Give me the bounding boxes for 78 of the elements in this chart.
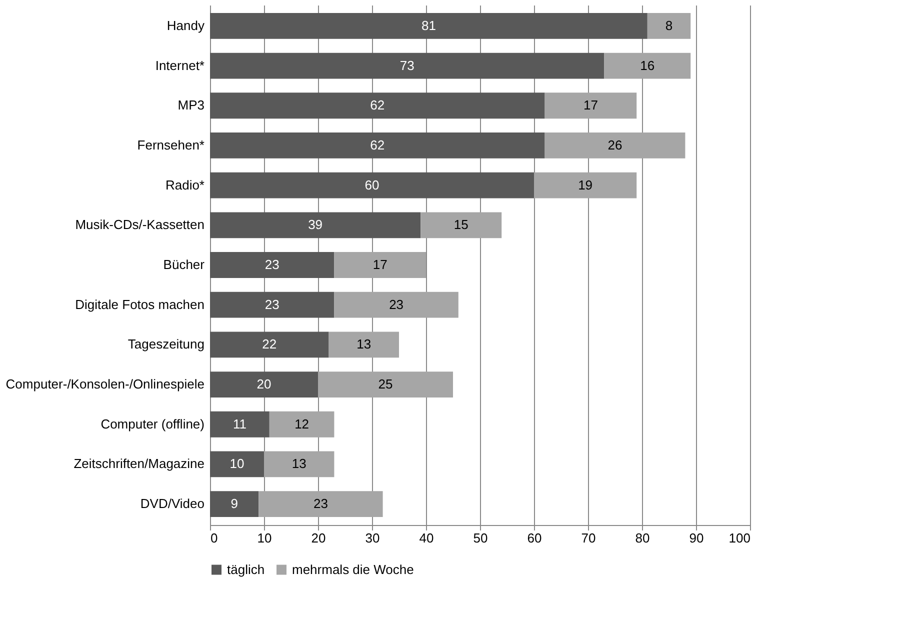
bar (210, 411, 270, 438)
x-tick-label: 80 (635, 530, 650, 546)
x-tick-label: 0 (210, 530, 218, 546)
bar (318, 372, 453, 398)
data-label: 9 (230, 496, 238, 512)
y-tick-label: Computer (offline) (100, 416, 204, 432)
bar (647, 12, 691, 39)
data-label: 17 (372, 257, 388, 272)
bar (210, 491, 259, 518)
x-tick-label: 20 (311, 530, 326, 546)
bar (258, 491, 383, 518)
data-label: 23 (389, 296, 404, 312)
bar (210, 132, 545, 158)
y-tick-label: Tageszeitung (128, 336, 204, 352)
data-label: 23 (264, 296, 280, 312)
x-tick-label: 40 (419, 530, 434, 546)
bar (210, 92, 545, 119)
x-tick-label: 10 (257, 530, 272, 546)
data-label: 12 (294, 416, 310, 432)
legend-label: täglich (227, 562, 265, 577)
bar (210, 332, 329, 358)
data-label: 81 (421, 18, 436, 33)
bar (210, 52, 604, 79)
bar (210, 451, 264, 478)
bar (534, 172, 637, 198)
data-label: 39 (308, 217, 323, 232)
x-tick-label: 50 (473, 530, 488, 546)
data-label: 22 (262, 336, 277, 352)
bar (334, 292, 458, 318)
y-tick-label: Computer-/Konsolen-/Onlinespiele (6, 376, 204, 392)
bar (604, 52, 691, 79)
data-label: 13 (356, 336, 372, 352)
y-tick-label: Digitale Fotos machen (75, 296, 204, 312)
y-tick-label: Musik-CDs/-Kassetten (75, 217, 204, 232)
y-tick-label: Zeitschriften/Magazine (74, 456, 204, 472)
data-label: 60 (364, 177, 380, 192)
data-label: 10 (230, 456, 244, 472)
bar (210, 212, 421, 238)
y-tick-label: Fernsehen* (137, 137, 204, 152)
data-label: 15 (454, 217, 468, 232)
bar (334, 252, 426, 278)
data-label: 8 (665, 18, 673, 33)
data-label: 62 (370, 98, 385, 113)
y-tick-label: Bücher (163, 257, 206, 272)
x-tick-label: 30 (365, 530, 380, 546)
y-tick-label: Internet* (155, 58, 204, 73)
data-label: 25 (378, 376, 393, 392)
bar (269, 411, 334, 438)
data-label: 16 (640, 58, 655, 73)
bar (264, 451, 334, 478)
data-label: 20 (256, 376, 272, 392)
bar (210, 172, 534, 198)
data-label: 17 (583, 98, 598, 113)
y-tick-label: MP3 (178, 98, 204, 113)
data-label: 62 (370, 137, 385, 152)
data-label: 23 (313, 496, 328, 512)
bar (210, 252, 334, 278)
bar (210, 292, 334, 318)
bar (210, 12, 648, 39)
bar (544, 132, 686, 158)
data-label: 26 (608, 137, 622, 152)
y-tick-label: Radio* (165, 177, 204, 192)
bar (328, 332, 399, 358)
x-tick-label: 70 (581, 530, 596, 546)
data-label: 73 (400, 58, 414, 73)
y-tick-label: Handy (166, 18, 205, 33)
bar (544, 92, 637, 119)
x-tick-label: 90 (689, 530, 704, 546)
y-tick-label: DVD/Video (140, 496, 204, 512)
bar (210, 372, 318, 398)
data-label: 19 (578, 177, 593, 192)
data-label: 13 (292, 456, 306, 472)
data-label: 23 (264, 257, 280, 272)
x-tick-label: 60 (527, 530, 542, 546)
bar (420, 212, 502, 238)
legend-label: mehrmals die Woche (292, 562, 414, 577)
data-label: 11 (232, 416, 246, 432)
x-tick-label: 100 (728, 530, 750, 546)
